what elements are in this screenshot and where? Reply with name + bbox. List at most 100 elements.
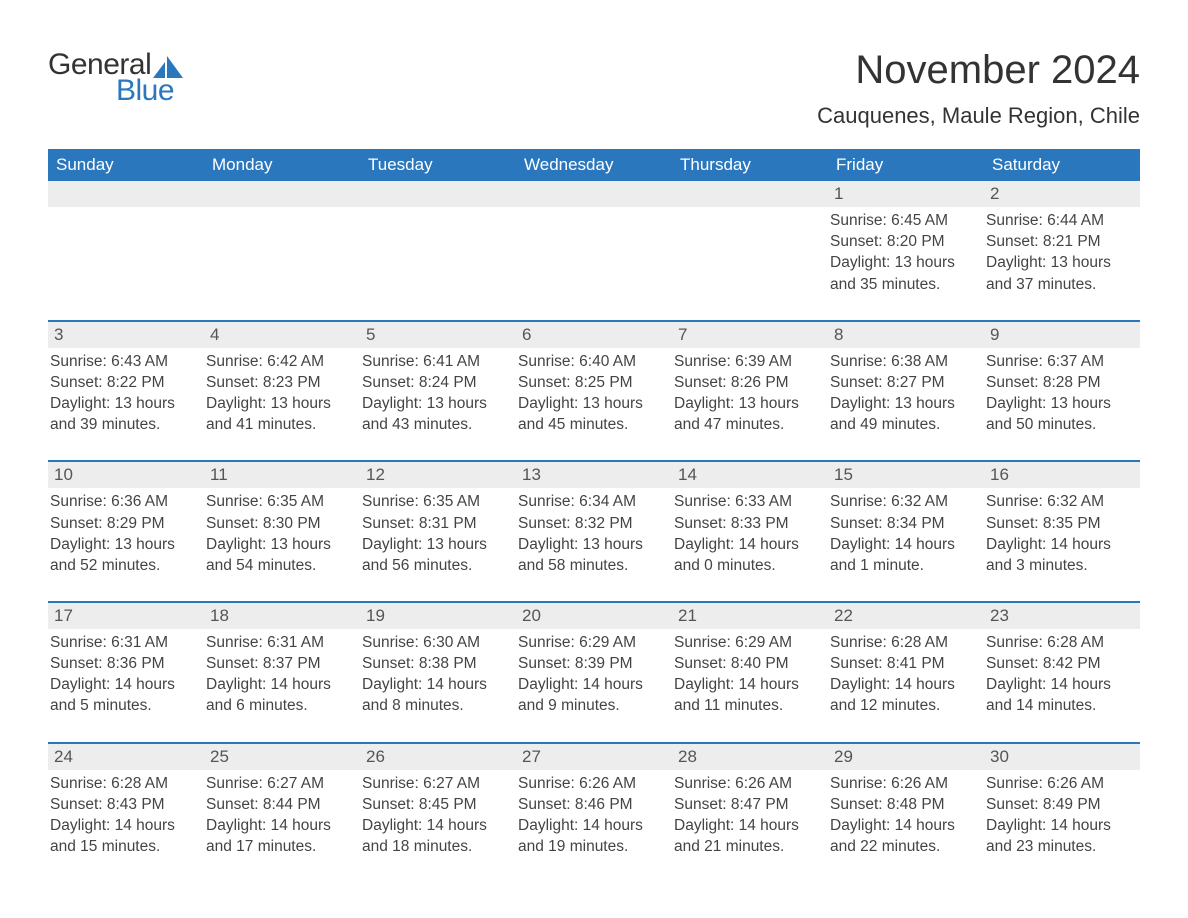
calendar-day-cell: 29Sunrise: 6:26 AMSunset: 8:48 PMDayligh…	[828, 742, 984, 883]
calendar-day-cell: 25Sunrise: 6:27 AMSunset: 8:44 PMDayligh…	[204, 742, 360, 883]
day-d1-text: Daylight: 13 hours	[830, 394, 978, 414]
day-sunrise-text: Sunrise: 6:45 AM	[830, 211, 978, 231]
day-sunset-text: Sunset: 8:25 PM	[518, 373, 666, 393]
day-sunrise-text: Sunrise: 6:26 AM	[830, 774, 978, 794]
day-details: Sunrise: 6:31 AMSunset: 8:36 PMDaylight:…	[48, 633, 198, 717]
day-details: Sunrise: 6:45 AMSunset: 8:20 PMDaylight:…	[828, 211, 978, 295]
day-number-bar: 24	[48, 744, 204, 770]
calendar-day-cell: 1Sunrise: 6:45 AMSunset: 8:20 PMDaylight…	[828, 181, 984, 320]
day-d1-text: Daylight: 14 hours	[518, 675, 666, 695]
day-d2-text: and 47 minutes.	[674, 415, 822, 435]
day-details: Sunrise: 6:31 AMSunset: 8:37 PMDaylight:…	[204, 633, 354, 717]
day-d1-text: Daylight: 13 hours	[830, 253, 978, 273]
day-d2-text: and 41 minutes.	[206, 415, 354, 435]
day-d2-text: and 39 minutes.	[50, 415, 198, 435]
day-d2-text: and 43 minutes.	[362, 415, 510, 435]
day-sunrise-text: Sunrise: 6:26 AM	[986, 774, 1134, 794]
day-number-bar: 21	[672, 603, 828, 629]
day-sunset-text: Sunset: 8:43 PM	[50, 795, 198, 815]
day-sunrise-text: Sunrise: 6:31 AM	[206, 633, 354, 653]
day-number-bar: 3	[48, 322, 204, 348]
day-number-bar: 17	[48, 603, 204, 629]
calendar-empty-cell	[672, 181, 828, 320]
day-d1-text: Daylight: 13 hours	[50, 535, 198, 555]
day-sunrise-text: Sunrise: 6:27 AM	[206, 774, 354, 794]
day-sunrise-text: Sunrise: 6:40 AM	[518, 352, 666, 372]
day-sunset-text: Sunset: 8:20 PM	[830, 232, 978, 252]
day-d2-text: and 0 minutes.	[674, 556, 822, 576]
calendar-day-cell: 8Sunrise: 6:38 AMSunset: 8:27 PMDaylight…	[828, 320, 984, 461]
day-sunset-text: Sunset: 8:38 PM	[362, 654, 510, 674]
day-number-bar: 26	[360, 744, 516, 770]
day-d1-text: Daylight: 14 hours	[830, 535, 978, 555]
day-details: Sunrise: 6:27 AMSunset: 8:45 PMDaylight:…	[360, 774, 510, 858]
day-d1-text: Daylight: 14 hours	[50, 675, 198, 695]
calendar-day-cell: 23Sunrise: 6:28 AMSunset: 8:42 PMDayligh…	[984, 601, 1140, 742]
calendar-day-cell: 18Sunrise: 6:31 AMSunset: 8:37 PMDayligh…	[204, 601, 360, 742]
day-sunrise-text: Sunrise: 6:27 AM	[362, 774, 510, 794]
day-number-bar	[204, 181, 360, 207]
day-d2-text: and 23 minutes.	[986, 837, 1134, 857]
calendar-day-cell: 15Sunrise: 6:32 AMSunset: 8:34 PMDayligh…	[828, 460, 984, 601]
day-details: Sunrise: 6:40 AMSunset: 8:25 PMDaylight:…	[516, 352, 666, 436]
month-title: November 2024	[817, 48, 1140, 93]
day-sunrise-text: Sunrise: 6:29 AM	[518, 633, 666, 653]
day-d2-text: and 58 minutes.	[518, 556, 666, 576]
day-sunset-text: Sunset: 8:26 PM	[674, 373, 822, 393]
calendar-day-cell: 27Sunrise: 6:26 AMSunset: 8:46 PMDayligh…	[516, 742, 672, 883]
day-sunrise-text: Sunrise: 6:43 AM	[50, 352, 198, 372]
day-sunrise-text: Sunrise: 6:36 AM	[50, 492, 198, 512]
day-d1-text: Daylight: 14 hours	[986, 816, 1134, 836]
day-d2-text: and 6 minutes.	[206, 696, 354, 716]
day-d2-text: and 21 minutes.	[674, 837, 822, 857]
calendar-empty-cell	[516, 181, 672, 320]
weekday-header: Thursday	[672, 149, 828, 181]
calendar-day-cell: 7Sunrise: 6:39 AMSunset: 8:26 PMDaylight…	[672, 320, 828, 461]
day-sunset-text: Sunset: 8:34 PM	[830, 514, 978, 534]
day-d1-text: Daylight: 14 hours	[206, 675, 354, 695]
calendar-day-cell: 2Sunrise: 6:44 AMSunset: 8:21 PMDaylight…	[984, 181, 1140, 320]
day-sunset-text: Sunset: 8:24 PM	[362, 373, 510, 393]
calendar-day-cell: 4Sunrise: 6:42 AMSunset: 8:23 PMDaylight…	[204, 320, 360, 461]
day-d2-text: and 1 minute.	[830, 556, 978, 576]
calendar-day-cell: 13Sunrise: 6:34 AMSunset: 8:32 PMDayligh…	[516, 460, 672, 601]
calendar-empty-cell	[48, 181, 204, 320]
day-sunset-text: Sunset: 8:32 PM	[518, 514, 666, 534]
day-number-bar	[672, 181, 828, 207]
day-sunrise-text: Sunrise: 6:34 AM	[518, 492, 666, 512]
day-number-bar: 20	[516, 603, 672, 629]
day-sunset-text: Sunset: 8:27 PM	[830, 373, 978, 393]
day-sunset-text: Sunset: 8:33 PM	[674, 514, 822, 534]
day-d1-text: Daylight: 13 hours	[206, 394, 354, 414]
day-details: Sunrise: 6:28 AMSunset: 8:42 PMDaylight:…	[984, 633, 1134, 717]
calendar-table: Sunday Monday Tuesday Wednesday Thursday…	[48, 149, 1140, 882]
day-sunrise-text: Sunrise: 6:28 AM	[830, 633, 978, 653]
day-details: Sunrise: 6:32 AMSunset: 8:35 PMDaylight:…	[984, 492, 1134, 576]
day-d1-text: Daylight: 13 hours	[518, 535, 666, 555]
day-d2-text: and 19 minutes.	[518, 837, 666, 857]
day-sunrise-text: Sunrise: 6:29 AM	[674, 633, 822, 653]
day-sunrise-text: Sunrise: 6:28 AM	[986, 633, 1134, 653]
day-details: Sunrise: 6:33 AMSunset: 8:33 PMDaylight:…	[672, 492, 822, 576]
day-number-bar: 30	[984, 744, 1140, 770]
day-details: Sunrise: 6:27 AMSunset: 8:44 PMDaylight:…	[204, 774, 354, 858]
day-sunset-text: Sunset: 8:23 PM	[206, 373, 354, 393]
day-d2-text: and 50 minutes.	[986, 415, 1134, 435]
day-d2-text: and 12 minutes.	[830, 696, 978, 716]
day-number-bar: 5	[360, 322, 516, 348]
day-details: Sunrise: 6:41 AMSunset: 8:24 PMDaylight:…	[360, 352, 510, 436]
day-details: Sunrise: 6:44 AMSunset: 8:21 PMDaylight:…	[984, 211, 1134, 295]
calendar-day-cell: 10Sunrise: 6:36 AMSunset: 8:29 PMDayligh…	[48, 460, 204, 601]
weekday-header-row: Sunday Monday Tuesday Wednesday Thursday…	[48, 149, 1140, 181]
calendar-day-cell: 5 Sunrise: 6:41 AMSunset: 8:24 PMDaylight…	[360, 320, 516, 461]
day-d2-text: and 49 minutes.	[830, 415, 978, 435]
day-sunrise-text: Sunrise: 6:32 AM	[830, 492, 978, 512]
day-details: Sunrise: 6:29 AMSunset: 8:40 PMDaylight:…	[672, 633, 822, 717]
day-details: Sunrise: 6:35 AMSunset: 8:30 PMDaylight:…	[204, 492, 354, 576]
calendar-day-cell: 17 Sunrise: 6:31 AMSunset: 8:36 PMDayligh…	[48, 601, 204, 742]
day-sunrise-text: Sunrise: 6:28 AM	[50, 774, 198, 794]
day-sunset-text: Sunset: 8:48 PM	[830, 795, 978, 815]
day-d1-text: Daylight: 13 hours	[986, 253, 1134, 273]
day-details: Sunrise: 6:26 AMSunset: 8:47 PMDaylight:…	[672, 774, 822, 858]
day-sunset-text: Sunset: 8:31 PM	[362, 514, 510, 534]
